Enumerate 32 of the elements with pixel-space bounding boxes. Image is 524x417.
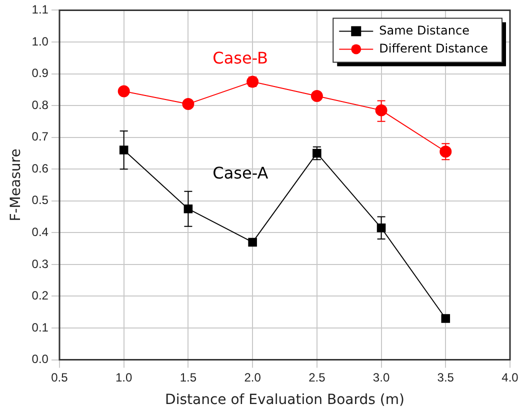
y-tick-label: 1.0 [32,34,49,48]
x-tick-label: 3.0 [372,370,390,384]
x-tick-label: 0.5 [51,370,68,384]
x-tick-label: 1.0 [116,370,133,384]
x-tick-label: 4.0 [502,370,519,384]
x-tick-label: 3.5 [437,370,454,384]
y-tick-label: 0.5 [32,193,49,208]
y-tick-label: 0.3 [32,256,49,271]
point [118,85,130,98]
x-tick-label: 2.0 [244,370,262,384]
legend-label: Same Distance [379,23,470,38]
x-tick-label: 2.5 [308,370,326,384]
x-axis-title: Distance of Evaluation Boards (m) [165,392,404,408]
point [248,238,257,247]
y-axis-title: F-Measure [8,148,24,222]
y-tick-label: 0.8 [32,98,49,112]
point [182,98,194,110]
y-tick-label: 0.7 [32,130,49,144]
annotation: Case-A [212,164,268,183]
y-tick-label: 0.9 [32,66,49,80]
point [310,90,323,102]
legend-label: Different Distance [379,41,488,56]
annotation: Case-B [212,48,268,68]
y-tick-label: 0.2 [32,288,49,303]
y-tick-label: 0.6 [32,161,49,176]
y-tick-label: 0.0 [32,352,49,366]
point [441,314,450,323]
point [440,146,452,158]
y-tick-label: 1.1 [32,2,49,17]
y-tick-label: 0.1 [32,320,49,334]
x-tick-label: 1.5 [180,370,197,384]
y-tick-label: 0.4 [32,224,49,239]
